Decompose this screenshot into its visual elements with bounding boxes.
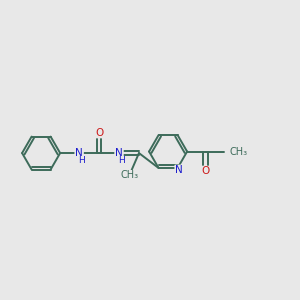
Text: O: O xyxy=(95,128,103,137)
Text: N: N xyxy=(115,148,123,158)
Text: O: O xyxy=(201,167,210,176)
Text: CH₃: CH₃ xyxy=(230,146,247,157)
Text: N: N xyxy=(175,166,183,176)
Text: N: N xyxy=(75,148,83,158)
Text: H: H xyxy=(78,156,85,165)
Text: H: H xyxy=(118,156,124,165)
Text: CH₃: CH₃ xyxy=(121,170,139,181)
